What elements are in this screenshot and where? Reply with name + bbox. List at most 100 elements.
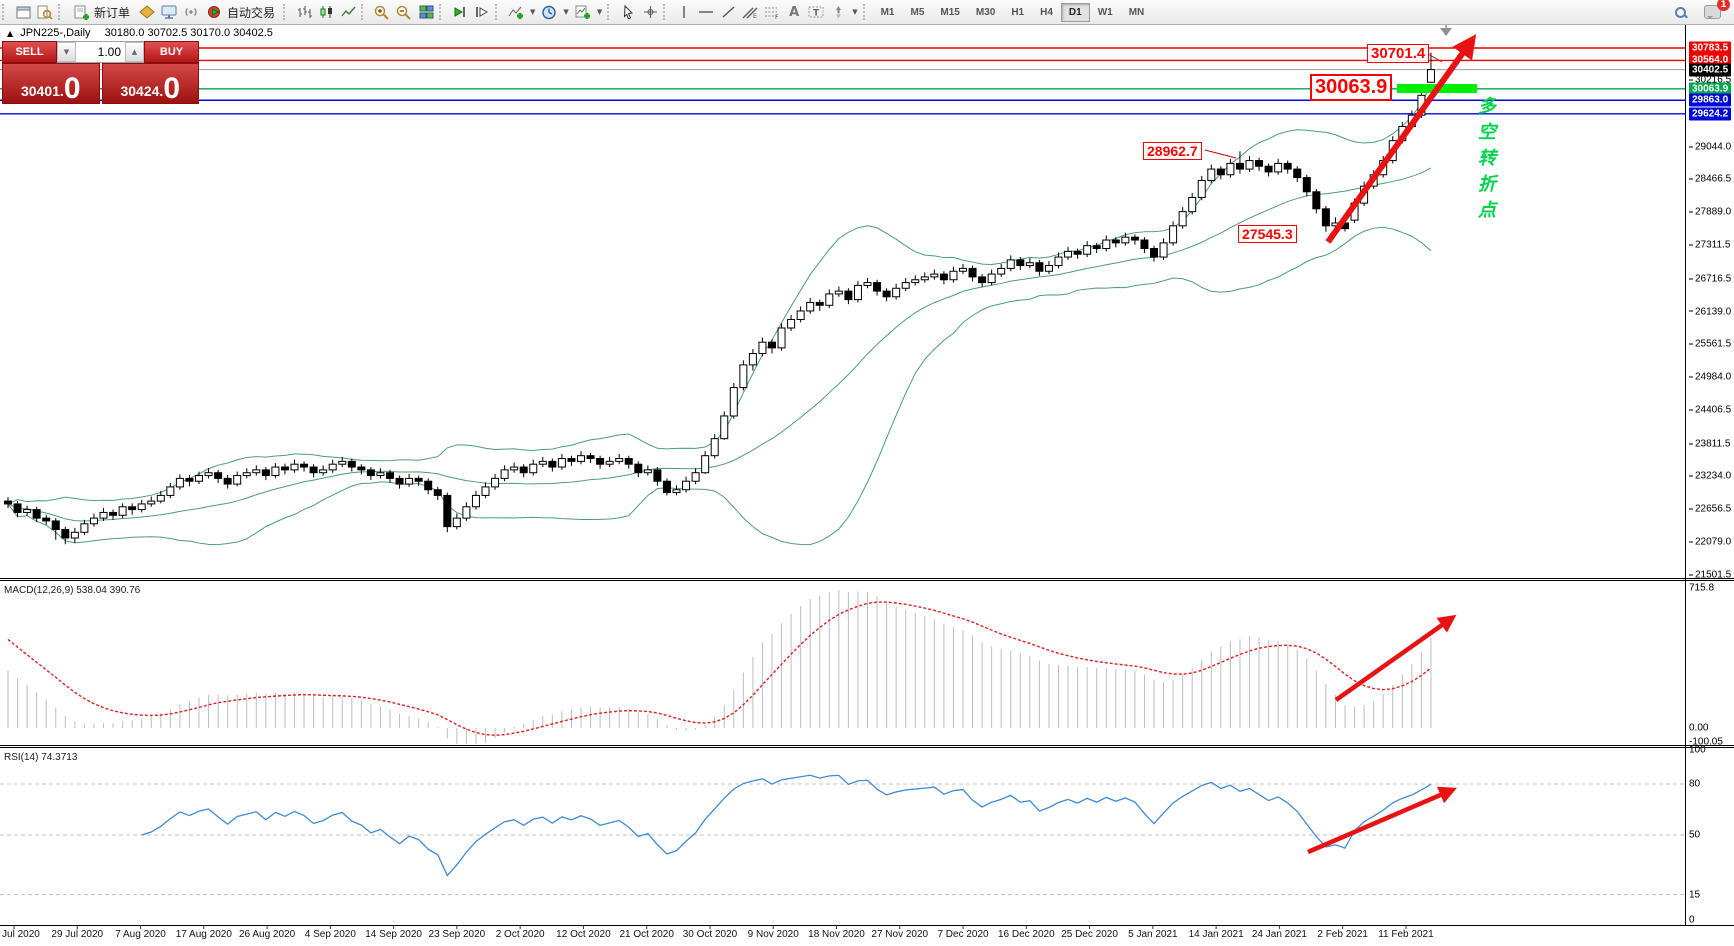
timeframe-button-h1[interactable]: H1 bbox=[1011, 6, 1025, 18]
toolbar-grip bbox=[2, 4, 8, 20]
line-chart-icon[interactable] bbox=[337, 2, 359, 22]
toolbar-grip bbox=[495, 4, 501, 20]
price-axis-tick: 22079.0 bbox=[1689, 537, 1731, 548]
svg-text:E: E bbox=[753, 13, 757, 19]
price-axis-tick: 22656.5 bbox=[1689, 504, 1731, 515]
price-axis-tick: 29044.0 bbox=[1689, 141, 1731, 152]
volume-input[interactable] bbox=[76, 42, 125, 62]
profiles-icon[interactable] bbox=[34, 2, 56, 22]
timeframe-button-m30[interactable]: M30 bbox=[975, 6, 996, 18]
signals-icon[interactable] bbox=[180, 2, 202, 22]
price-axis-label: 29863.0 bbox=[1689, 93, 1732, 107]
autotrading-icon bbox=[208, 6, 221, 18]
buy-button[interactable]: BUY bbox=[144, 41, 199, 63]
annotation-price-label[interactable]: 27545.3 bbox=[1238, 225, 1297, 244]
new-order-label: 新订单 bbox=[94, 5, 131, 20]
zoom-in-icon[interactable] bbox=[371, 2, 393, 22]
price-axis-tick: 24406.5 bbox=[1689, 404, 1731, 415]
indicators-dropdown-icon[interactable]: ▼ bbox=[530, 8, 536, 16]
timeframe-button-m5[interactable]: M5 bbox=[910, 6, 925, 18]
fibonacci-icon[interactable]: F bbox=[761, 2, 783, 22]
chart-shift-icon[interactable] bbox=[471, 2, 493, 22]
templates-icon[interactable] bbox=[572, 2, 594, 22]
crosshair-icon[interactable] bbox=[639, 2, 661, 22]
macd-axis-tick: 0.00 bbox=[1689, 722, 1709, 734]
sell-price-last-digit: 0 bbox=[63, 71, 81, 105]
price-axis-tick: 25561.5 bbox=[1689, 339, 1731, 350]
timeframe-button-m1[interactable]: M1 bbox=[880, 6, 895, 18]
text-icon[interactable]: A bbox=[789, 4, 800, 20]
expert-advisors-icon[interactable] bbox=[158, 2, 180, 22]
price-axis-tick: 21501.5 bbox=[1689, 569, 1731, 580]
new-order-icon bbox=[74, 5, 89, 20]
annotation-price-label[interactable]: 30063.9 bbox=[1310, 74, 1393, 101]
tile-windows-icon[interactable] bbox=[415, 2, 437, 22]
main-toolbar: 新订单 自动交易 ▼ ▼ ▼ E F A bbox=[0, 0, 1734, 25]
date-axis-label: 17 Aug 2020 bbox=[175, 929, 232, 940]
volume-decrease-button[interactable]: ▼ bbox=[57, 42, 76, 62]
cursor-icon[interactable] bbox=[617, 2, 639, 22]
volume-increase-button[interactable]: ▲ bbox=[125, 42, 144, 62]
price-axis-tick: 26139.0 bbox=[1689, 306, 1731, 317]
new-order-button[interactable]: 新订单 bbox=[68, 2, 136, 22]
chart-window-icon[interactable] bbox=[12, 2, 34, 22]
annotation-note-text[interactable]: 多空转折点 bbox=[1478, 96, 1500, 220]
autotrading-button[interactable]: 自动交易 bbox=[202, 2, 281, 22]
arrows-dropdown-icon[interactable]: ▼ bbox=[852, 8, 858, 16]
arrows-icon[interactable] bbox=[827, 2, 849, 22]
vertical-line-icon[interactable] bbox=[673, 2, 695, 22]
periods-icon[interactable] bbox=[538, 2, 560, 22]
annotation-price-label[interactable]: 30701.4 bbox=[1367, 44, 1430, 64]
buy-price-panel[interactable]: 30424. 0 bbox=[101, 63, 199, 104]
channel-icon[interactable]: E bbox=[739, 2, 761, 22]
candlestick-chart-icon[interactable] bbox=[315, 2, 337, 22]
horizontal-line-icon[interactable] bbox=[695, 2, 717, 22]
buy-price-main: 30424. bbox=[120, 83, 164, 99]
zoom-out-icon[interactable] bbox=[393, 2, 415, 22]
bar-chart-icon[interactable] bbox=[293, 2, 315, 22]
date-axis-label: 23 Sep 2020 bbox=[428, 929, 486, 940]
notification-badge: 1 bbox=[1717, 0, 1730, 11]
toolbar-grip bbox=[58, 4, 64, 20]
templates-dropdown-icon[interactable]: ▼ bbox=[596, 8, 603, 16]
price-axis-label: 30783.5 bbox=[1689, 41, 1732, 55]
notifications-icon[interactable]: 1 bbox=[1701, 0, 1730, 22]
rsi-axis-tick: 15 bbox=[1689, 889, 1701, 900]
timeframe-button-d1[interactable]: D1 bbox=[1060, 2, 1090, 22]
date-axis-label: 29 Jul 2020 bbox=[51, 929, 104, 940]
toolbar-grip bbox=[439, 4, 445, 20]
search-icon[interactable] bbox=[1669, 2, 1691, 22]
one-click-trading-panel: SELL ▼ ▲ BUY 30401. 0 30424. 0 bbox=[2, 41, 199, 104]
sell-price-panel[interactable]: 30401. 0 bbox=[2, 63, 100, 104]
date-axis-label: 16 Dec 2020 bbox=[997, 929, 1055, 940]
sell-button[interactable]: SELL bbox=[2, 41, 57, 63]
metaeditor-icon[interactable] bbox=[136, 2, 158, 22]
price-axis-label: 30063.9 bbox=[1689, 82, 1732, 96]
price-axis-tick: 26716.5 bbox=[1689, 273, 1731, 284]
svg-text:F: F bbox=[775, 14, 779, 19]
periods-dropdown-icon[interactable]: ▼ bbox=[563, 8, 569, 16]
collapse-triangle-icon[interactable]: ▲ bbox=[7, 29, 14, 38]
timeframe-button-mn[interactable]: MN bbox=[1128, 6, 1145, 18]
autotrading-label: 自动交易 bbox=[227, 5, 276, 20]
toolbar-grip bbox=[283, 4, 289, 20]
macd-axis-tick: 715.8 bbox=[1689, 582, 1715, 594]
auto-scroll-icon[interactable] bbox=[449, 2, 471, 22]
price-axis-label: 30402.5 bbox=[1689, 63, 1732, 77]
date-axis-label: 21 Oct 2020 bbox=[619, 929, 674, 940]
price-axis-tick: 24984.0 bbox=[1689, 372, 1731, 383]
date-axis-label: 7 Dec 2020 bbox=[937, 929, 989, 940]
text-label-icon[interactable]: T bbox=[805, 2, 827, 22]
symbol-period-label: JPN225-,Daily bbox=[20, 27, 91, 39]
date-axis-label: 2 Oct 2020 bbox=[495, 929, 545, 940]
trendline-icon[interactable] bbox=[717, 2, 739, 22]
timeframe-button-h4[interactable]: H4 bbox=[1040, 6, 1053, 18]
indicators-icon[interactable] bbox=[505, 2, 527, 22]
annotation-price-label[interactable]: 28962.7 bbox=[1143, 142, 1202, 161]
date-axis-label: 30 Oct 2020 bbox=[682, 929, 738, 940]
timeframe-button-m15[interactable]: M15 bbox=[940, 6, 960, 18]
date-axis-label: 20 Jul 2020 bbox=[0, 929, 40, 940]
timeframe-button-w1[interactable]: W1 bbox=[1097, 6, 1113, 18]
macd-axis-tick: -100.05 bbox=[1689, 736, 1723, 748]
